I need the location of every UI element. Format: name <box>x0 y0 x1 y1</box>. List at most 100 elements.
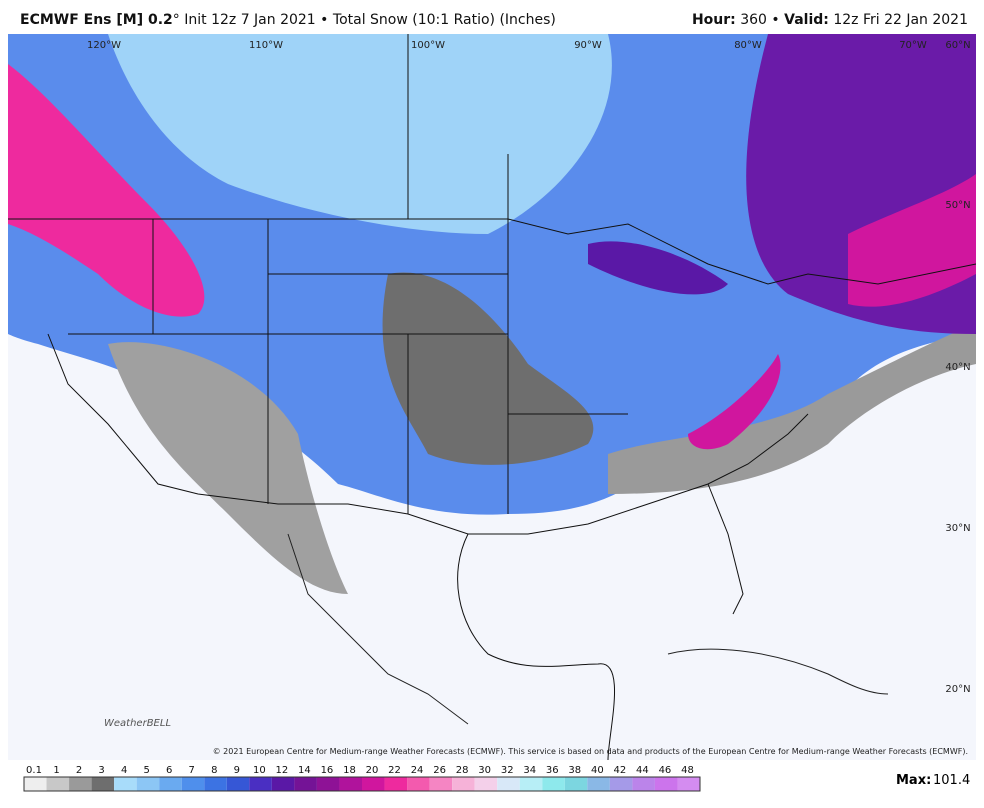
legend-swatch <box>294 777 317 791</box>
coast <box>457 533 616 760</box>
bullet: • <box>320 12 329 28</box>
island <box>667 648 889 695</box>
legend-swatch <box>46 777 70 791</box>
legend-label: 7 <box>189 765 195 776</box>
legend-label: 14 <box>298 765 311 776</box>
borders <box>8 34 976 760</box>
snow-gray-south <box>608 324 976 494</box>
init: Init 12z 7 Jan 2021 <box>184 12 316 28</box>
legend-swatch <box>587 777 610 791</box>
copyright: © 2021 European Centre for Medium-range … <box>213 747 968 756</box>
legend-label: 32 <box>501 765 514 776</box>
legend-swatch <box>316 777 340 791</box>
legend-frame <box>23 776 701 792</box>
legend-label: 26 <box>433 765 446 776</box>
legend-label: 48 <box>681 765 694 776</box>
legend-swatch <box>136 777 160 791</box>
legend-swatch <box>429 777 453 791</box>
state-line <box>68 34 628 514</box>
legend-swatch <box>519 777 543 791</box>
legend-swatch <box>181 777 205 791</box>
lat-label: 20°N <box>945 684 970 695</box>
degree: ° <box>172 12 180 28</box>
legend-swatch <box>384 777 408 791</box>
legend-swatch <box>542 777 565 791</box>
model: ECMWF Ens [M] 0.2 <box>20 12 173 28</box>
legend-label: 44 <box>636 765 649 776</box>
lon-label: 110°W <box>249 40 283 51</box>
legend-swatch <box>339 777 362 791</box>
coast <box>47 333 809 535</box>
legend-label: 42 <box>613 765 626 776</box>
legend-label: 1 <box>53 765 59 776</box>
legend-swatch <box>91 777 115 791</box>
valid-label: Valid: <box>784 12 829 28</box>
lon-label: 90°W <box>574 40 602 51</box>
legend-label: 28 <box>456 765 469 776</box>
legend-bar: 0.1 1 2 3 4 5 6 7 8 9 10 12 14 16 18 20 22 24 26 28 30 32 34 36… <box>23 765 701 792</box>
legend-swatch <box>226 777 250 791</box>
legend-label: 22 <box>388 765 401 776</box>
graticule: 120°W 110°W 100°W 90°W 80°W 70°W 60°N 50°N 40°N 3… <box>87 40 971 695</box>
legend-swatch <box>159 777 182 791</box>
lat-label: 40°N <box>945 362 970 373</box>
legend-swatch <box>609 777 633 791</box>
snow-lake <box>588 241 728 295</box>
legend-swatch <box>497 777 520 791</box>
legend-label: 24 <box>411 765 424 776</box>
legend-swatch <box>452 777 475 791</box>
legend-label: 4 <box>121 765 127 776</box>
legend: 0.1 1 2 3 4 5 6 7 8 9 10 12 14 16 18 20 22 24 26 28 30 32 34 36… <box>23 765 970 792</box>
coast <box>707 483 744 615</box>
max-value: 101.4 <box>933 773 970 788</box>
legend-swatch <box>362 777 385 791</box>
snow-band <box>688 354 781 450</box>
legend-label: 9 <box>234 765 240 776</box>
header-left: ECMWF Ens [M] 0.2° Init 12z 7 Jan 2021 •… <box>20 12 556 28</box>
valid: 12z Fri 22 Jan 2021 <box>833 12 968 28</box>
snow-gray-light <box>108 342 348 594</box>
legend-swatch <box>564 777 588 791</box>
logo: WeatherBELL <box>104 718 171 729</box>
legend-label: 30 <box>478 765 491 776</box>
max-label: Max: <box>896 773 931 788</box>
legend-swatch <box>407 777 430 791</box>
legend-swatch <box>204 777 227 791</box>
legend-label: 38 <box>568 765 581 776</box>
hour-label: Hour: <box>691 12 736 28</box>
legend-label: 20 <box>366 765 379 776</box>
legend-swatch <box>24 777 47 791</box>
lon-label: 70°W <box>899 40 927 51</box>
coast-south <box>287 533 889 725</box>
legend-label: 6 <box>166 765 172 776</box>
snow-gray <box>382 272 594 465</box>
snow-light <box>108 34 612 234</box>
legend-label: 34 <box>523 765 536 776</box>
legend-label: 18 <box>343 765 356 776</box>
map: 120°W 110°W 100°W 90°W 80°W 70°W 60°N 50°N 40°N 3… <box>8 34 976 760</box>
legend-label: 8 <box>211 765 217 776</box>
border <box>507 218 976 285</box>
lon-label: 100°W <box>411 40 445 51</box>
hour: 360 <box>740 12 767 28</box>
product: Total Snow (10:1 Ratio) (Inches) <box>332 12 556 28</box>
snow-magenta <box>848 174 976 307</box>
legend-swatch <box>249 777 272 791</box>
legend-label: 3 <box>98 765 104 776</box>
legend-label: 0.1 <box>26 765 42 776</box>
snow-pink <box>8 64 205 317</box>
lon-label: 80°W <box>734 40 762 51</box>
legend-swatch <box>677 777 700 791</box>
legend-label: 16 <box>321 765 334 776</box>
bullet: • <box>771 12 780 28</box>
lat-label: 60°N <box>945 40 970 51</box>
lat-label: 30°N <box>945 523 970 534</box>
legend-swatch <box>654 777 678 791</box>
legend-label: 12 <box>275 765 288 776</box>
legend-label: 46 <box>659 765 672 776</box>
header-right: Hour: 360 • Valid: 12z Fri 22 Jan 2021 <box>692 12 968 28</box>
legend-label: 10 <box>253 765 266 776</box>
legend-label: 40 <box>591 765 604 776</box>
lon-label: 120°W <box>87 40 121 51</box>
